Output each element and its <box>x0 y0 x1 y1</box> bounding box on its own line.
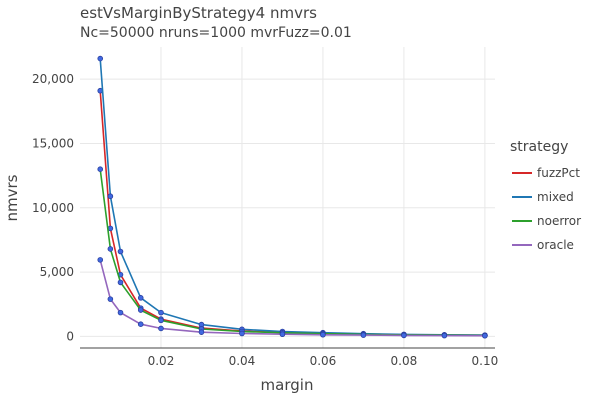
data-point[interactable] <box>441 332 448 339</box>
x-tick-label: 0.10 <box>472 354 499 368</box>
data-point[interactable] <box>107 296 114 302</box>
x-tick-label: 0.06 <box>310 354 337 368</box>
data-point[interactable] <box>239 330 245 337</box>
y-axis: 0 5,000 10,000 15,000 20,000 <box>32 72 74 343</box>
data-point[interactable] <box>107 193 114 200</box>
x-axis: 0.02 0.04 0.06 0.08 0.10 <box>148 354 499 368</box>
series-layer <box>97 55 488 339</box>
data-point[interactable] <box>158 309 164 316</box>
data-point[interactable] <box>158 317 164 324</box>
y-tick-label: 20,000 <box>32 72 74 86</box>
legend-item-oracle[interactable]: oracle <box>537 238 574 252</box>
legend: strategy fuzzPct mixed noerror oracle <box>510 139 581 252</box>
x-axis-label: margin <box>261 376 314 394</box>
series-oracle <box>97 257 488 339</box>
data-point[interactable] <box>137 321 144 328</box>
data-point[interactable] <box>198 329 205 335</box>
data-point[interactable] <box>117 309 124 316</box>
series-line-mixed <box>99 58 485 336</box>
data-point[interactable] <box>117 279 124 286</box>
chart-title: estVsMarginByStrategy4 nmvrs <box>80 4 317 22</box>
data-point[interactable] <box>482 332 488 339</box>
data-point[interactable] <box>117 248 124 255</box>
series-noerror <box>97 166 488 339</box>
data-point[interactable] <box>137 307 144 313</box>
data-point[interactable] <box>137 295 144 301</box>
x-tick-label: 0.02 <box>148 354 175 368</box>
legend-item-mixed[interactable]: mixed <box>537 190 574 204</box>
y-tick-label: 5,000 <box>40 265 74 279</box>
grid <box>80 47 495 349</box>
series-fuzzPct <box>97 87 488 339</box>
data-point[interactable] <box>97 55 104 62</box>
data-point[interactable] <box>320 331 326 338</box>
data-point[interactable] <box>401 332 407 339</box>
data-point[interactable] <box>97 257 104 263</box>
data-point[interactable] <box>107 246 114 252</box>
series-mixed <box>97 55 488 338</box>
series-line-fuzzPct <box>99 90 485 337</box>
x-tick-label: 0.04 <box>229 354 256 368</box>
data-point[interactable] <box>360 332 367 338</box>
series-line-oracle <box>99 259 485 337</box>
chart-subtitle: Nc=50000 nruns=1000 mvrFuzz=0.01 <box>80 25 352 41</box>
data-point[interactable] <box>158 325 164 332</box>
y-tick-label: 0 <box>66 329 74 343</box>
y-tick-label: 15,000 <box>32 136 74 150</box>
x-tick-label: 0.08 <box>391 354 418 368</box>
legend-item-noerror[interactable]: noerror <box>537 214 581 228</box>
data-point[interactable] <box>279 331 286 338</box>
legend-title: strategy <box>510 139 568 155</box>
data-point[interactable] <box>97 166 104 173</box>
legend-item-fuzzPct[interactable]: fuzzPct <box>537 166 580 180</box>
y-tick-label: 10,000 <box>32 201 74 215</box>
y-axis-label: nmvrs <box>3 174 21 221</box>
